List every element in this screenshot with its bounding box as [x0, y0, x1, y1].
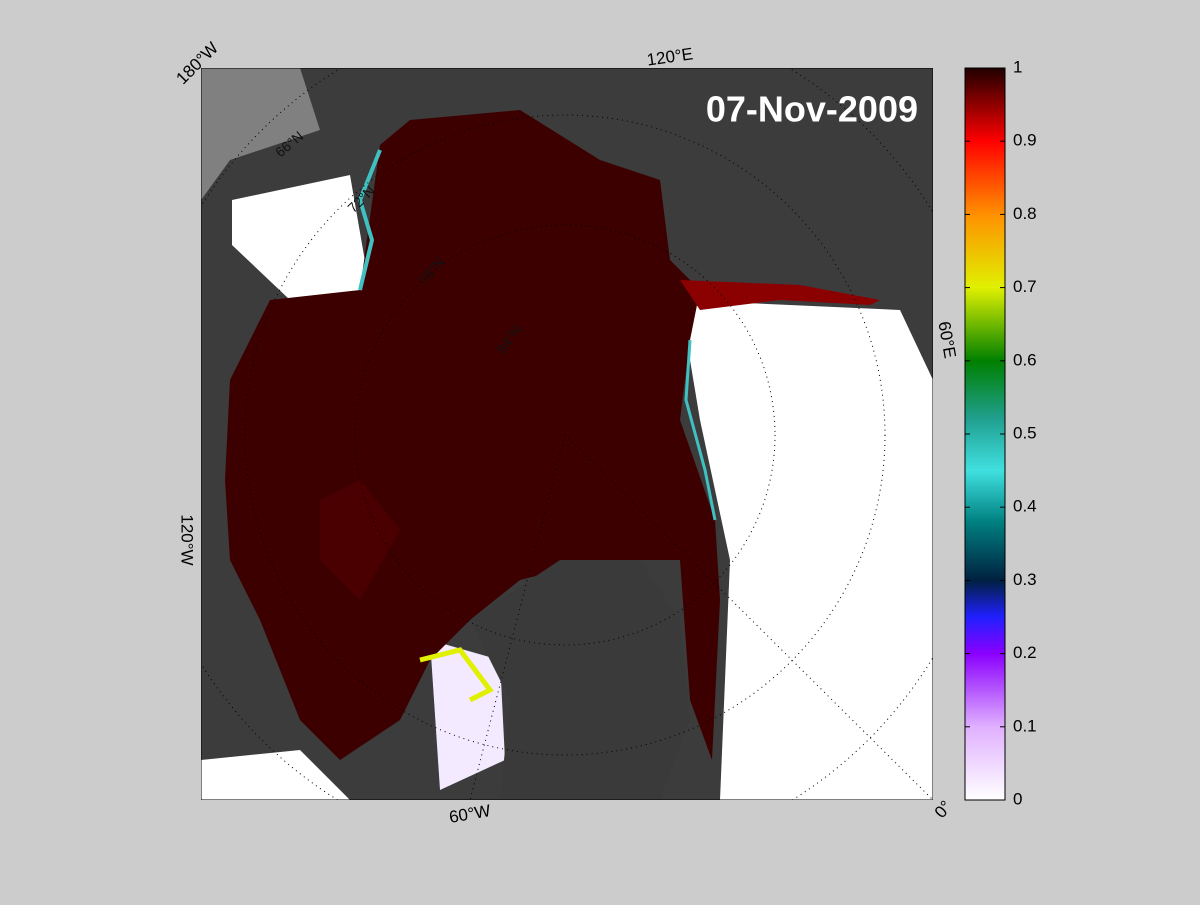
tick-label: 1 — [1013, 57, 1022, 76]
map-date: 07-Nov-2009 — [706, 89, 918, 130]
longitude-label: 60°W — [448, 801, 492, 827]
tick-label: 0.6 — [1013, 350, 1037, 369]
tick-label: 0.5 — [1013, 423, 1037, 442]
longitude-label: 120°W — [178, 514, 197, 565]
tick-label: 0.2 — [1013, 643, 1037, 662]
colorbar: 0 0.1 0.2 0.3 0.4 0.5 0.6 0.7 0.8 0.9 1 — [964, 57, 1037, 808]
tick-label: 0.8 — [1013, 204, 1037, 223]
longitude-label: 60°E — [934, 320, 959, 360]
map — [201, 68, 933, 800]
tick-label: 0 — [1013, 789, 1022, 808]
longitude-label: 120°E — [646, 44, 695, 69]
tick-label: 0.7 — [1013, 277, 1037, 296]
tick-label: 0.1 — [1013, 716, 1037, 735]
tick-label: 0.9 — [1013, 131, 1037, 150]
tick-label: 0.3 — [1013, 570, 1037, 589]
colorbar-scale — [964, 67, 1006, 801]
longitude-label: 0° — [931, 797, 956, 822]
tick-label: 0.4 — [1013, 497, 1037, 516]
